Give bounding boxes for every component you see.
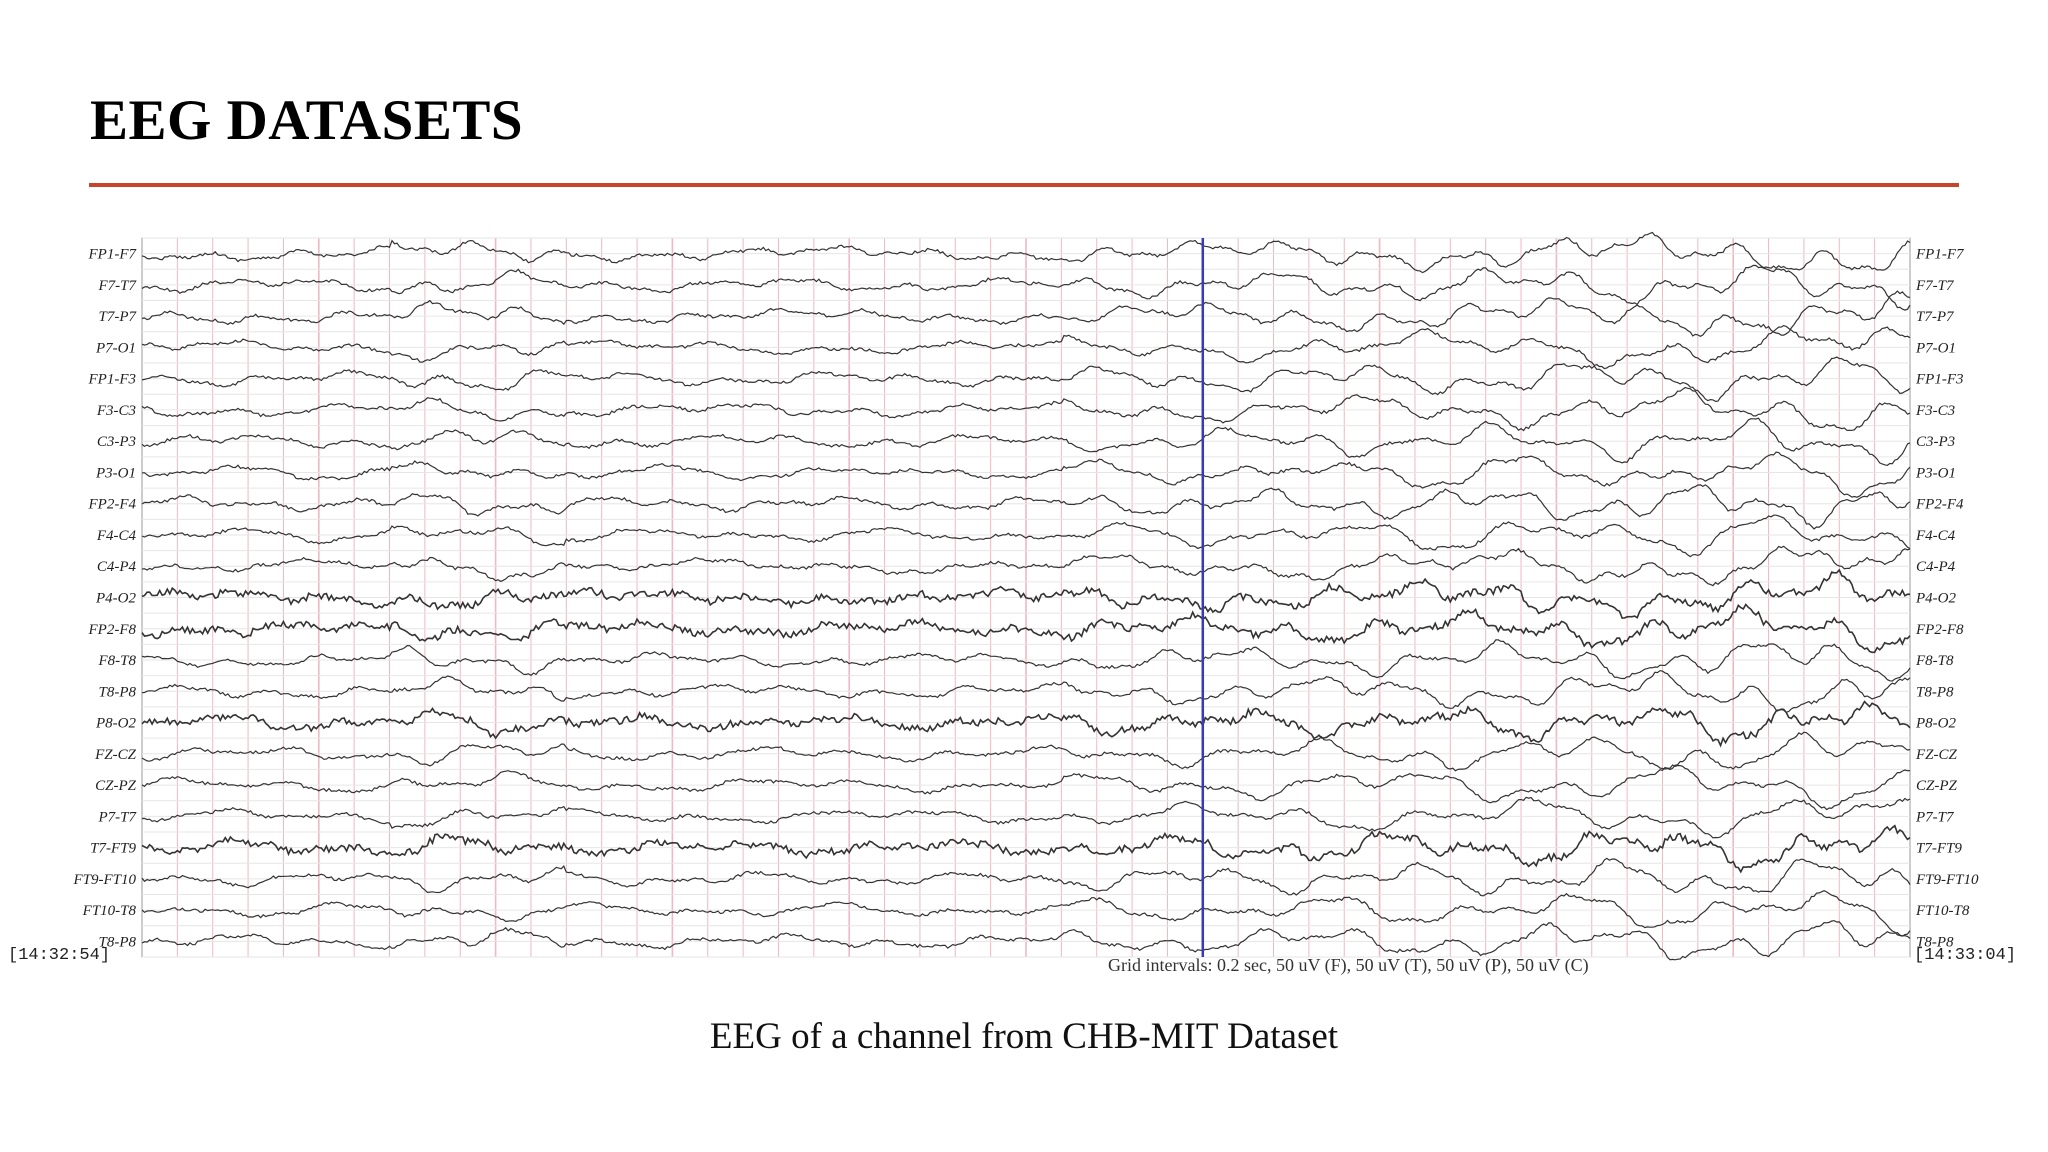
eeg-trace-fp1-f7 [141,231,1911,274]
eeg-trace-t7-p7 [141,290,1911,337]
channel-label-right: P4-O2 [1915,591,1956,607]
channel-label-right: FP1-F7 [1915,247,1965,263]
eeg-trace-fp2-f4 [141,484,1911,530]
channel-label-right: P7-O1 [1915,340,1956,356]
eeg-trace-fp2-f8 [141,603,1911,654]
end-timestamp: [14:33:04] [1914,946,2016,965]
channel-label-left: F4-C4 [96,528,137,544]
channel-label-right: F4-C4 [1915,528,1956,544]
eeg-recording-plot: FP1-F7 FP1-F7 F7-T7 F7-T7 T7-P7 T7-P7 P7-O1 P7-… [8,231,2016,976]
eeg-trace-f7-t7 [141,264,1911,311]
channel-label-left: C3-P3 [97,434,136,450]
eeg-trace-f8-t8 [141,639,1911,682]
channel-label-right: T7-P7 [1916,309,1955,325]
channel-label-left: P4-O2 [95,591,136,607]
eeg-trace-ft10-t8 [141,890,1911,937]
channel-label-left: P8-O2 [95,716,136,732]
channel-label-right: P8-O2 [1915,716,1956,732]
channel-label-right: C3-P3 [1916,434,1955,450]
eeg-trace-p4-o2 [141,568,1911,619]
eeg-trace-f4-c4 [141,514,1911,558]
eeg-trace-fz-cz [141,731,1911,772]
channel-label-left: F7-T7 [98,278,138,294]
eeg-trace-c3-p3 [141,417,1911,467]
slide-title: EEG DATASETS [90,89,524,152]
channel-label-right: FP1-F3 [1915,372,1963,388]
channel-label-left: P3-O1 [95,465,136,481]
channel-label-right: P7-T7 [1915,809,1955,825]
channel-label-right: T7-FT9 [1916,841,1962,857]
channel-label-left: FZ-CZ [94,747,137,763]
channel-label-right: FP2-F4 [1915,497,1964,513]
eeg-trace-t8-p8 [141,670,1911,713]
channel-label-right: FZ-CZ [1915,747,1958,763]
channel-label-right: T8-P8 [1916,934,1954,950]
eeg-trace-cz-pz [141,764,1911,811]
channel-label-left: F8-T8 [98,653,137,669]
eeg-trace-p3-o1 [141,451,1911,498]
eeg-trace-p8-o2 [141,700,1911,748]
channel-label-left: P7-O1 [95,340,136,356]
channel-label-right: F8-T8 [1915,653,1954,669]
channel-label-left: FP2-F8 [88,622,137,638]
eeg-grid [141,237,1911,958]
channel-label-left: FP1-F3 [88,372,136,388]
figure-caption: EEG of a channel from CHB-MIT Dataset [709,1016,1339,1057]
eeg-channel-labels: FP1-F7 FP1-F7 F7-T7 F7-T7 T7-P7 T7-P7 P7-O1 P7-… [72,247,1979,951]
channel-label-left: T7-FT9 [90,841,136,857]
channel-label-left: FT9-FT10 [72,872,136,888]
channel-label-left: T7-P7 [99,309,138,325]
channel-label-left: FP1-F7 [88,247,138,263]
channel-label-right: F7-T7 [1915,278,1955,294]
channel-label-right: CZ-PZ [1916,778,1958,794]
channel-label-right: C4-P4 [1916,559,1956,575]
channel-label-left: C4-P4 [97,559,137,575]
channel-label-right: FT10-T8 [1915,903,1970,919]
eeg-trace-f3-c3 [141,386,1911,432]
eeg-trace-p7-t7 [141,796,1911,839]
channel-label-left: FT10-T8 [82,903,137,919]
channel-label-left: F3-C3 [96,403,136,419]
channel-label-left: CZ-PZ [95,778,137,794]
channel-label-left: P7-T7 [98,809,138,825]
start-timestamp: [14:32:54] [8,946,110,965]
eeg-trace-fp1-f3 [141,356,1911,403]
eeg-trace-p7-o1 [141,324,1911,370]
channel-label-left: T8-P8 [99,934,137,950]
eeg-traces [141,231,1911,961]
eeg-trace-t8-p8 [141,920,1911,961]
channel-label-left: T8-P8 [99,684,137,700]
eeg-trace-c4-p4 [141,545,1911,587]
channel-label-left: FP2-F4 [88,497,137,513]
channel-label-right: T8-P8 [1916,684,1954,700]
channel-label-right: F3-C3 [1915,403,1955,419]
grid-intervals-note: Grid intervals: 0.2 sec, 50 uV (F), 50 u… [1108,955,1589,976]
eeg-trace-t7-ft9 [141,824,1911,874]
channel-label-right: FT9-FT10 [1915,872,1979,888]
channel-label-right: FP2-F8 [1915,622,1964,638]
eeg-trace-ft9-ft10 [141,857,1911,897]
title-divider [89,183,1959,187]
channel-label-right: P3-O1 [1915,465,1956,481]
